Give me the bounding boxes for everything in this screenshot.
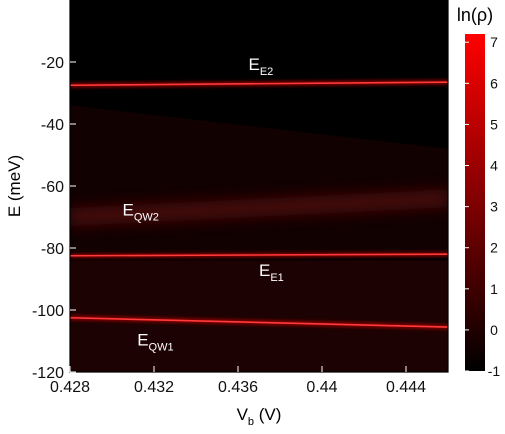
density-region [70,77,448,149]
x-tick-label: 0.436 [218,379,258,396]
level-annotation: EE2 [249,55,274,78]
x-axis-label-main: V [237,405,249,424]
density-region [70,260,448,372]
y-tick-label: -120 [32,365,64,382]
y-tick-label: -100 [32,303,64,320]
colorbar-tick-label: 2 [490,240,498,256]
y-tick-label: -60 [41,179,64,196]
colorbar-tick-label: 7 [490,34,498,50]
plot-contents: EE2 EQW2 EE1 EQW1 [70,55,448,372]
colorbar-tick-label: -1 [488,363,501,379]
colorbar-tick-label: 4 [490,158,498,174]
axes: 0.428 0.432 0.436 0.44 0.444 -20 -40 -60 -80 -100… [32,0,449,396]
x-axis-label-sub: b [248,416,254,428]
y-tick-label: -80 [41,241,64,258]
colorbar-tick-label: 0 [490,322,498,338]
energy-line [70,81,448,87]
colorbar-tick-label: 5 [490,116,498,132]
plot-area: EE2 EQW2 EE1 EQW1 [70,0,448,372]
y-tick-label: -20 [41,55,64,72]
colorbar-ticks: 7 6 5 4 3 2 1 0 -1 [465,34,500,379]
y-tick-label: -40 [41,117,64,134]
colorbar: ln(ρ) 7 6 5 4 3 2 1 0 -1 [457,5,501,379]
x-axis-label: Vb (V) [237,405,282,428]
colorbar-tick-label: 3 [490,199,498,215]
colorbar-label: ln(ρ) [457,5,493,25]
energy-line [70,316,448,328]
level-annotation: EQW1 [137,331,173,354]
energy-line [70,253,448,257]
level-annotation: EQW2 [123,200,159,223]
x-tick-label: 0.428 [50,379,90,396]
x-tick-label: 0.44 [306,379,337,396]
level-annotation: EE1 [259,261,284,284]
x-axis-label-unit: (V) [254,405,281,424]
diffuse-band [70,189,448,226]
colorbar-gradient [465,34,485,371]
colorbar-tick-label: 6 [490,75,498,91]
x-tick-label: 0.444 [386,379,426,396]
y-axis-label: E (meV) [5,155,24,217]
x-tick-label: 0.432 [134,379,174,396]
colorbar-tick-label: 1 [490,281,498,297]
